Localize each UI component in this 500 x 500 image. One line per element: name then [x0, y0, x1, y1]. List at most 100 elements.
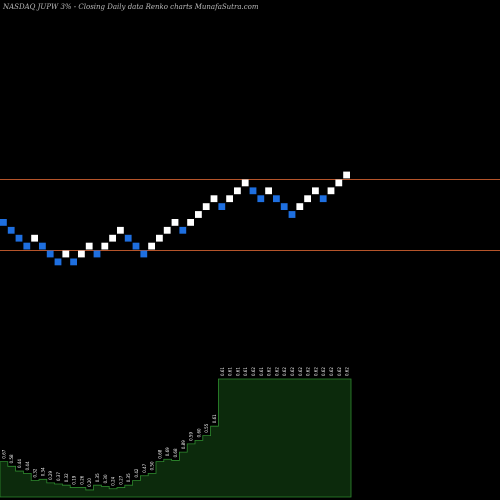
volume-label: 0.35: [95, 473, 100, 482]
renko-brick-up: [343, 171, 350, 179]
volume-label: 0.27: [118, 475, 123, 484]
volume-label: 0.62: [345, 367, 350, 376]
renko-brick-up: [312, 187, 319, 195]
volume-label: 0.62: [251, 367, 256, 376]
renko-brick-up: [304, 195, 311, 203]
box-size-label: 3%: [60, 3, 72, 11]
renko-brick-down: [280, 203, 288, 210]
volume-label: 0.42: [134, 468, 139, 477]
renko-brick-up: [202, 203, 210, 210]
volume-label: 0.24: [111, 476, 116, 485]
renko-brick-down: [7, 226, 15, 234]
volume-label: 0.35: [126, 473, 131, 482]
renko-brick-down: [218, 203, 226, 210]
reference-lines: [0, 178, 500, 252]
volume-label: 0.62: [337, 367, 342, 376]
renko-brick-down: [319, 195, 327, 203]
volume-label: 0.19: [72, 475, 77, 484]
renko-brick-up: [327, 187, 335, 195]
renko-brick-down: [23, 242, 31, 250]
volume-label: 0.30: [103, 474, 108, 483]
renko-brick-down: [257, 195, 265, 203]
volume-label: 0.61: [235, 367, 240, 376]
renko-brick-up: [85, 242, 93, 250]
volume-label: 0.29: [48, 470, 53, 479]
volume-label: 0.37: [56, 472, 61, 481]
chart-description: Closing Daily data Renko charts MunafaSu…: [78, 3, 259, 11]
volume-label: 0.62: [329, 367, 334, 376]
renko-brick-up: [241, 179, 249, 187]
renko-brick-down: [54, 258, 62, 266]
renko-brick-up: [109, 234, 116, 242]
renko-brick-down: [46, 250, 54, 258]
volume-label: 0.62: [313, 367, 318, 376]
volume-label: 0.89: [181, 440, 186, 449]
renko-brick-down: [179, 226, 187, 234]
renko-brick-down: [0, 219, 7, 226]
volume-label: 0.58: [9, 454, 14, 463]
volume-label: 0.61: [243, 367, 248, 376]
renko-brick-up: [62, 250, 70, 258]
renko-brick-down: [15, 234, 23, 242]
renko-brick-up: [156, 234, 163, 242]
renko-brick-down: [249, 187, 257, 195]
volume-label: 0.68: [157, 449, 162, 458]
renko-brick-up: [187, 219, 194, 226]
symbol-label: NASDAQ JUPW: [3, 3, 59, 11]
renko-brick-up: [296, 203, 304, 210]
renko-brick-down: [93, 250, 101, 258]
renko-brick-up: [226, 195, 233, 203]
renko-brick-down: [124, 234, 132, 242]
chart-header: NASDAQ JUPW 3% - Closing Daily data Renk…: [3, 3, 259, 11]
renko-brick-up: [195, 211, 202, 218]
renko-brick-up: [163, 226, 171, 234]
volume-label: 0.62: [321, 367, 326, 376]
volume-area: [0, 378, 352, 498]
volume-label: 0.69: [165, 447, 170, 456]
volume-label: 0.55: [204, 423, 209, 432]
volume-label: 0.62: [298, 367, 303, 376]
volume-label: 0.61: [259, 367, 264, 376]
volume-label: 0.44: [17, 459, 22, 468]
renko-brick-up: [148, 242, 155, 250]
renko-brick-up: [210, 195, 218, 203]
volume-label: 0.61: [220, 367, 225, 376]
renko-brick-up: [265, 187, 272, 195]
volume-label: 0.59: [189, 432, 194, 441]
renko-bricks: [0, 171, 350, 266]
volume-panel: 0.670.580.44 0.440.32 0.34 0.29 0.37 0.32 0.19…: [0, 367, 352, 498]
renko-brick-up: [117, 226, 124, 234]
volume-label: 0.26: [79, 475, 84, 484]
volume-label: 0.62: [282, 367, 287, 376]
volume-label: 0.44: [25, 461, 30, 470]
volume-label: 0.20: [87, 478, 92, 487]
volume-label: 0.60: [196, 428, 201, 437]
volume-label: 0.68: [173, 448, 178, 457]
volume-label: 0.62: [274, 367, 279, 376]
volume-label: 0.62: [290, 367, 295, 376]
volume-label: 0.32: [64, 473, 69, 482]
renko-brick-up: [335, 179, 343, 187]
volume-label: 0.61: [228, 367, 233, 376]
separator: -: [73, 3, 77, 11]
volume-label: 0.62: [306, 367, 311, 376]
renko-brick-down: [288, 211, 296, 218]
renko-brick-down: [70, 258, 77, 266]
volume-label: 0.34: [40, 467, 45, 476]
volume-label: 0.47: [142, 463, 147, 472]
renko-brick-up: [171, 219, 179, 226]
volume-label: 0.62: [267, 367, 272, 376]
renko-brick-down: [140, 250, 148, 258]
volume-label: 0.67: [1, 449, 6, 458]
renko-brick-up: [31, 234, 38, 242]
renko-brick-up: [234, 187, 241, 195]
renko-brick-down: [39, 242, 46, 250]
volume-label: 0.50: [150, 461, 155, 470]
renko-brick-down: [273, 195, 280, 203]
renko-brick-up: [101, 242, 109, 250]
volume-label: 0.32: [33, 468, 38, 477]
renko-brick-down: [132, 242, 140, 250]
volume-label: 0.61: [212, 414, 217, 423]
renko-brick-up: [78, 250, 85, 258]
